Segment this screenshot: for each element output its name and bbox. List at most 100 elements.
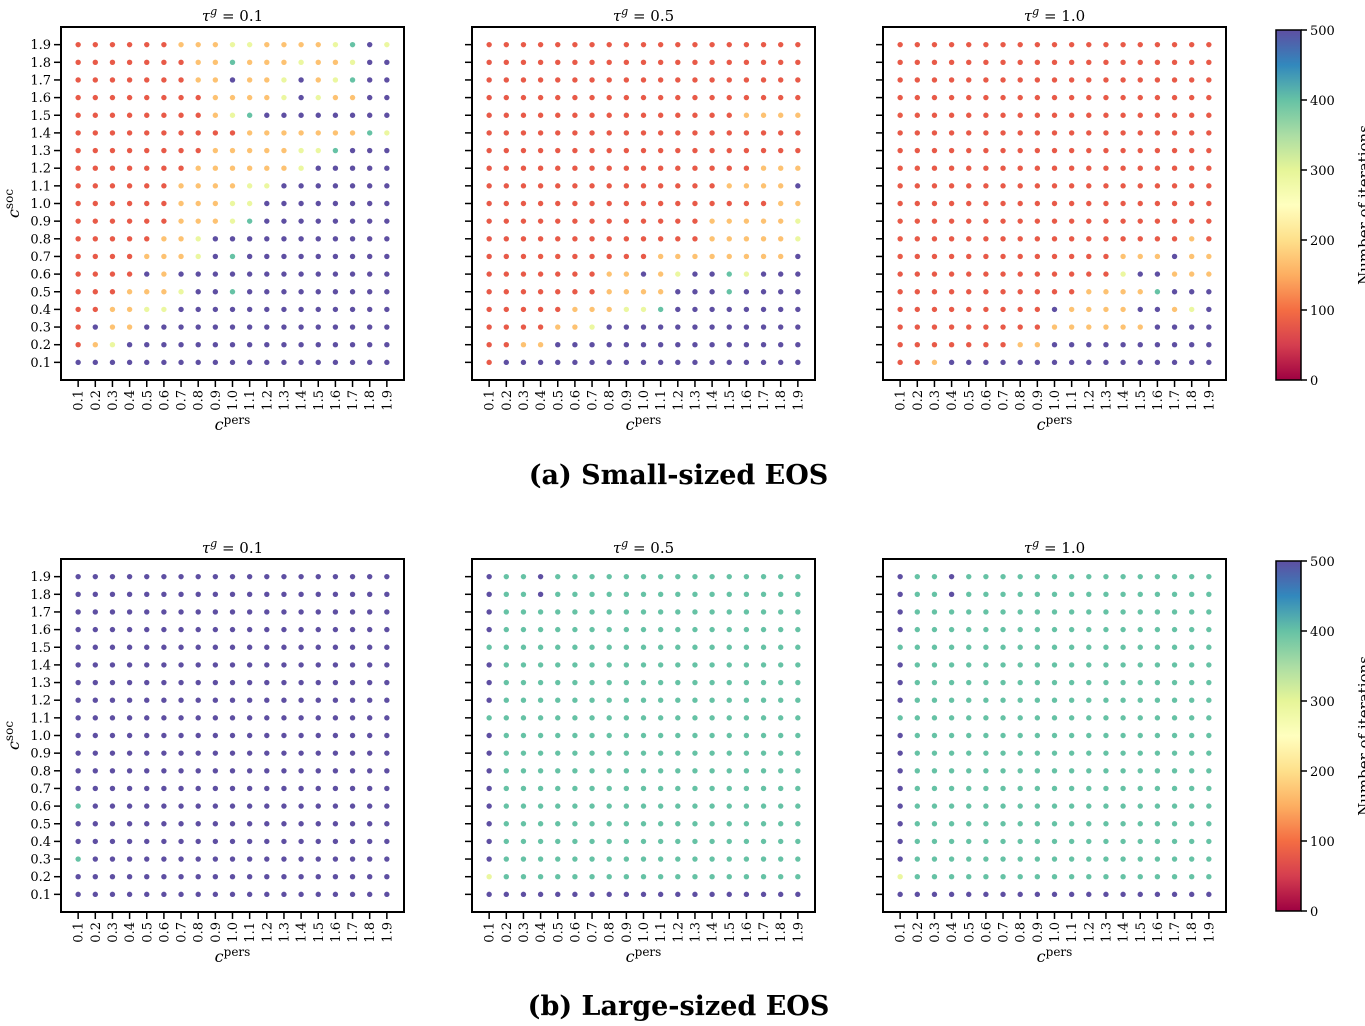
data-point (212, 218, 219, 224)
data-point (657, 130, 664, 136)
data-point (332, 41, 339, 48)
data-point (178, 77, 184, 83)
data-point (1086, 856, 1092, 862)
data-point (1171, 77, 1178, 83)
data-point (144, 218, 150, 224)
data-point (623, 306, 630, 313)
data-point (503, 732, 509, 739)
data-point (1086, 342, 1092, 348)
data-point (109, 732, 116, 739)
y-tick-label: 0.4 (30, 303, 51, 318)
data-point (1000, 200, 1006, 207)
data-point (931, 218, 938, 224)
data-point (640, 200, 647, 207)
data-point (281, 41, 287, 48)
data-point (486, 77, 492, 83)
data-point (349, 856, 356, 862)
data-point (486, 679, 492, 686)
data-point (281, 342, 287, 348)
data-point (726, 218, 732, 224)
data-point (572, 697, 578, 703)
data-point (503, 591, 509, 597)
data-point (178, 218, 184, 224)
data-point (640, 271, 647, 277)
data-point (246, 750, 253, 756)
data-point (367, 715, 373, 721)
data-point (966, 750, 972, 756)
data-point (692, 253, 698, 260)
data-point (555, 324, 561, 330)
data-point (1051, 218, 1058, 224)
data-point (778, 147, 784, 154)
data-point (1120, 271, 1126, 277)
data-point (572, 644, 578, 650)
panel-title: τg = 0.5 (613, 5, 674, 25)
data-point (281, 838, 287, 845)
data-point (778, 236, 784, 242)
data-point (1120, 573, 1126, 580)
data-point (1137, 609, 1143, 615)
data-point (948, 359, 955, 366)
data-point (298, 271, 304, 277)
data-point (281, 77, 287, 83)
data-point (675, 236, 681, 242)
data-point (486, 591, 492, 597)
data-point (1103, 803, 1109, 809)
data-point (144, 59, 150, 65)
data-point (1171, 715, 1178, 721)
data-point (520, 94, 527, 101)
data-point (589, 359, 595, 366)
data-point (384, 679, 390, 686)
data-point (486, 218, 492, 224)
data-point (212, 874, 219, 880)
data-point (126, 359, 133, 366)
data-point (897, 838, 903, 845)
data-point (1017, 94, 1023, 101)
data-point (281, 59, 287, 65)
x-axis-label: cpers (215, 945, 251, 966)
data-point (726, 715, 732, 721)
data-point (298, 644, 304, 650)
data-point (640, 236, 647, 242)
data-point (144, 803, 150, 809)
data-point (486, 715, 492, 721)
data-point (657, 697, 664, 703)
data-point (1189, 253, 1195, 260)
data-point (572, 821, 578, 827)
data-point (1086, 626, 1092, 633)
data-point (1137, 183, 1143, 189)
data-point (503, 342, 509, 348)
data-point (657, 785, 664, 792)
data-point (1068, 768, 1075, 774)
data-point (298, 359, 304, 366)
data-point (1034, 750, 1041, 756)
data-point (709, 803, 715, 809)
data-point (1103, 342, 1109, 348)
data-point (983, 342, 989, 348)
data-point (75, 821, 81, 827)
data-point (623, 715, 630, 721)
data-point (743, 662, 750, 668)
data-point (315, 821, 321, 827)
data-point (640, 609, 647, 615)
data-point (75, 573, 81, 580)
data-point (503, 785, 509, 792)
data-point (675, 289, 681, 295)
data-point (1068, 324, 1075, 330)
panel-title: τg = 1.0 (1024, 537, 1085, 557)
data-point (195, 644, 201, 650)
data-point (1154, 750, 1161, 756)
data-point (212, 289, 219, 295)
data-point (1034, 821, 1041, 827)
data-point (486, 644, 492, 650)
data-point (966, 856, 972, 862)
data-point (795, 573, 801, 580)
x-tick-label: 0.2 (500, 390, 515, 411)
data-point (726, 59, 732, 65)
data-point (229, 253, 236, 260)
data-point (126, 768, 133, 774)
data-point (589, 591, 595, 597)
data-point (1171, 289, 1178, 295)
data-point (1034, 679, 1041, 686)
data-point (178, 838, 184, 845)
